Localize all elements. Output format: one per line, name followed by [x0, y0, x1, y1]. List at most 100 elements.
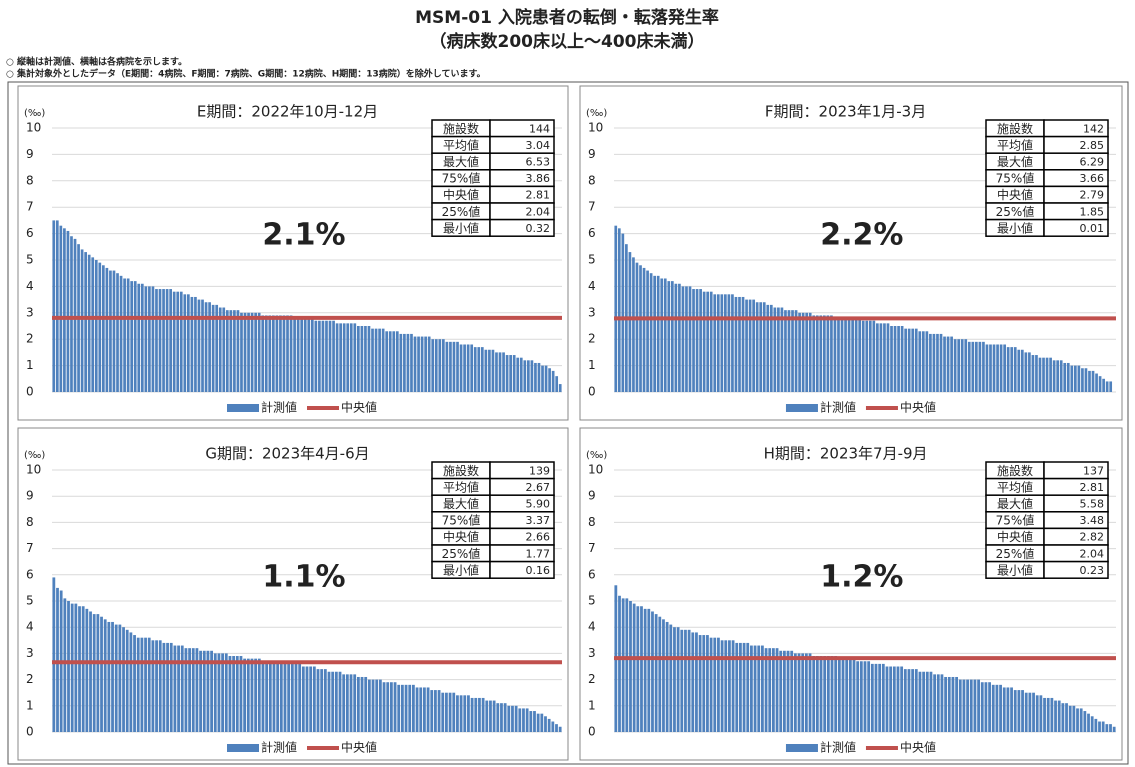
- bar: [334, 671, 338, 732]
- bar: [969, 679, 973, 732]
- bar: [257, 658, 261, 732]
- bar: [158, 289, 162, 392]
- bar: [286, 315, 289, 392]
- bar: [404, 684, 408, 732]
- bar: [1024, 352, 1028, 392]
- bar: [201, 299, 204, 392]
- bar: [208, 302, 211, 392]
- bar: [925, 331, 929, 392]
- bar: [724, 294, 727, 392]
- bar: [883, 323, 886, 392]
- bar: [727, 294, 731, 392]
- bar: [1050, 697, 1054, 732]
- bar: [678, 283, 681, 392]
- bar: [378, 328, 381, 392]
- bar: [673, 627, 676, 732]
- bar: [897, 326, 900, 392]
- y-tick-label: 7: [588, 200, 596, 214]
- bar: [625, 598, 629, 732]
- stat-value: 6.29: [1080, 156, 1105, 169]
- bar: [155, 640, 158, 732]
- bar: [1045, 357, 1049, 392]
- bar: [890, 326, 893, 392]
- bar: [1039, 695, 1043, 732]
- y-tick-label: 1: [26, 358, 34, 372]
- bar: [247, 312, 250, 392]
- bar: [496, 703, 500, 732]
- stat-label: 中央値: [443, 187, 479, 202]
- bar: [1102, 378, 1105, 392]
- bar: [52, 220, 56, 392]
- bar: [844, 318, 847, 392]
- bar: [851, 318, 854, 392]
- stat-value: 137: [1083, 464, 1104, 477]
- bar: [144, 637, 147, 732]
- y-tick-label: 5: [26, 253, 34, 267]
- bar: [275, 315, 279, 392]
- bar: [63, 598, 67, 732]
- bar: [480, 347, 484, 392]
- bar: [1013, 347, 1017, 392]
- bar: [316, 669, 320, 732]
- bar: [1083, 711, 1087, 732]
- bar: [1028, 692, 1032, 732]
- bar: [939, 333, 943, 392]
- bar: [907, 669, 911, 732]
- stat-value: 1.77: [526, 547, 551, 560]
- bar: [646, 270, 649, 392]
- bar: [328, 320, 332, 392]
- bar: [282, 315, 286, 392]
- bar: [307, 318, 311, 392]
- bar: [854, 318, 858, 392]
- bar: [140, 283, 144, 392]
- bar: [772, 648, 775, 732]
- bar: [695, 632, 698, 732]
- stat-value: 2.81: [1080, 481, 1105, 494]
- bar: [858, 318, 862, 392]
- bar: [1066, 362, 1070, 392]
- bar: [105, 267, 109, 392]
- bar: [456, 341, 459, 392]
- bar: [349, 674, 353, 732]
- bar: [687, 629, 691, 732]
- stat-label: 最小値: [443, 220, 479, 235]
- bar: [735, 642, 739, 732]
- bar: [386, 682, 390, 732]
- bar: [243, 658, 247, 732]
- bar: [999, 684, 1002, 732]
- bar: [870, 663, 874, 732]
- y-tick-label: 8: [26, 173, 34, 187]
- y-tick-label: 9: [26, 489, 34, 503]
- bar: [1112, 726, 1116, 732]
- bar: [445, 692, 448, 732]
- bar: [837, 658, 841, 732]
- bar: [966, 679, 969, 732]
- bar: [1038, 357, 1042, 392]
- bar: [975, 341, 978, 392]
- bar: [478, 697, 481, 732]
- bar: [183, 294, 187, 392]
- bar: [272, 315, 275, 392]
- stat-label: 最小値: [997, 562, 1033, 577]
- bar: [950, 336, 953, 392]
- bar: [1084, 368, 1088, 392]
- bar: [430, 690, 434, 732]
- bar: [900, 666, 904, 732]
- bar: [680, 629, 684, 732]
- bar: [254, 312, 257, 392]
- bar: [830, 656, 834, 732]
- bar: [381, 328, 385, 392]
- chart-title: E期間：2022年10月-12月: [197, 103, 378, 121]
- bar: [973, 679, 977, 732]
- bar: [70, 603, 74, 732]
- bar: [911, 669, 915, 732]
- bar: [1094, 718, 1098, 732]
- bar: [470, 344, 474, 392]
- bar: [988, 682, 991, 732]
- bar: [103, 619, 107, 732]
- bar: [197, 299, 201, 392]
- bar: [1095, 373, 1098, 392]
- bar: [492, 700, 496, 732]
- y-tick-label: 4: [26, 620, 34, 634]
- bar: [757, 645, 761, 732]
